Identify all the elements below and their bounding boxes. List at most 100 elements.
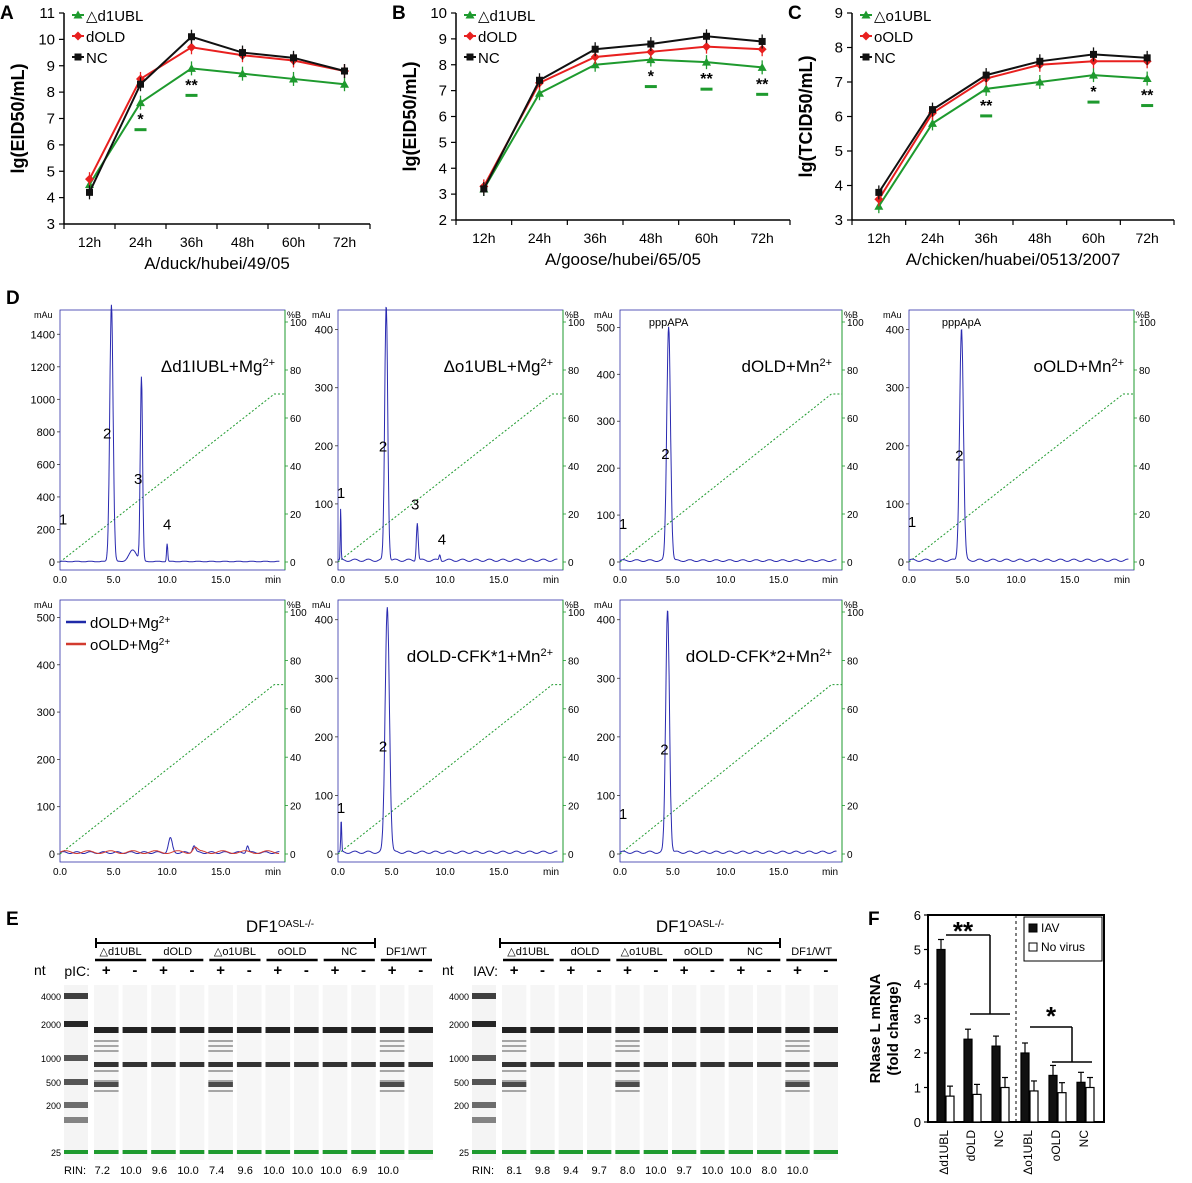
right-tick-label: 0 <box>847 850 853 861</box>
degradation-band <box>208 1040 233 1042</box>
gel-lane <box>530 985 555 1160</box>
data-point <box>590 52 600 62</box>
y-tick-label: 300 <box>597 416 615 428</box>
degradation-band <box>208 1070 233 1072</box>
data-point <box>187 63 196 72</box>
band-28s <box>122 1027 148 1033</box>
gel-title-sup: OASL-/- <box>688 919 724 930</box>
gel-lane <box>408 985 433 1160</box>
right-tick-label: 80 <box>847 366 859 377</box>
x-tick-label: 10.0 <box>716 575 736 586</box>
legend-swatch <box>1028 923 1038 933</box>
y-tick-label: 1400 <box>31 329 55 341</box>
y-tick-label: 11 <box>39 5 55 22</box>
degradation-band <box>379 1080 405 1082</box>
panel-c-growth-curve-chicken: C 3 4 5 6 7 8 9 12h 24h 36h 48h 60h 72h A/chicken/huab… <box>788 3 1175 269</box>
marker-band <box>785 1150 810 1154</box>
plot-frame <box>337 599 564 863</box>
significance-mark: * <box>1046 1001 1057 1031</box>
band-18s <box>530 1062 555 1067</box>
band-18s <box>757 1062 782 1067</box>
x-axis-title: A/goose/hubei/65/05 <box>545 250 701 269</box>
data-point <box>188 33 195 41</box>
x-tick-label: 36h <box>974 230 997 246</box>
x-tick-label: 10.0 <box>435 867 455 878</box>
y-tick-label: 100 <box>886 499 904 511</box>
chromatogram-trace-2 <box>59 846 280 854</box>
peak-number: 2 <box>379 739 387 756</box>
significance-mark: ** <box>980 98 993 115</box>
y-tick-label: 4 <box>835 178 843 195</box>
x-tick-label: 5.0 <box>107 575 121 586</box>
ladder-size-label: 2000 <box>41 1020 61 1030</box>
group-label: oOLD <box>278 946 307 958</box>
group-label: oOLD <box>684 946 713 958</box>
ladder-size-label: 25 <box>51 1148 61 1158</box>
ladder-band <box>64 1055 88 1061</box>
peak-number: 2 <box>660 741 668 758</box>
panel-f-rnase-l-bar-chart: F 0 1 2 3 4 5 6 RNase L mRNA (fold change) Δd1UBL d… <box>867 908 1105 1175</box>
degradation-band <box>379 1070 405 1072</box>
gradient-line <box>337 684 563 855</box>
right-tick-label: 100 <box>847 318 864 329</box>
gradient-line <box>619 393 842 563</box>
ladder-band <box>472 1079 496 1085</box>
plot-frame <box>908 309 1135 571</box>
series-line <box>482 58 763 190</box>
degradation-band <box>615 1040 640 1042</box>
legend-sup: 2+ <box>159 615 171 626</box>
degradation-band <box>94 1040 119 1042</box>
data-point <box>137 80 144 88</box>
cleavage-band <box>94 1082 119 1087</box>
significance-mark: ** <box>185 77 198 94</box>
right-tick-label: 60 <box>847 414 859 425</box>
y-tick-label: 10 <box>430 5 447 22</box>
y-tick-label: 7 <box>439 83 447 100</box>
marker-band <box>179 1150 205 1154</box>
y-tick-label: 500 <box>37 612 55 624</box>
rin-value: 10.0 <box>320 1165 341 1177</box>
chromatogram-2: mAu %B 0 100 200 300 400 0 20 40 60 80 100 0.0 5.0 10.0… <box>312 306 585 586</box>
right-tick-label: 0 <box>568 558 574 569</box>
y-tick-label: 1200 <box>31 362 55 374</box>
band-18s <box>208 1062 233 1067</box>
marker-band <box>643 1150 668 1154</box>
band-28s <box>208 1027 233 1033</box>
gradient-line <box>337 393 563 563</box>
chromatogram-trace <box>619 326 837 562</box>
ladder-band <box>64 1117 88 1123</box>
treatment-sign: + <box>566 962 575 979</box>
x-tick-label: 72h <box>1135 230 1158 246</box>
x-tick-label: 10.0 <box>157 575 177 586</box>
right-tick-label: 60 <box>1139 414 1151 425</box>
band-18s <box>587 1062 612 1067</box>
right-tick-label: 20 <box>847 802 859 813</box>
cleavage-band <box>615 1082 640 1087</box>
y-tick-label: 4 <box>439 160 447 177</box>
chromatogram-trace <box>59 304 280 563</box>
legend-swatch <box>1028 942 1038 952</box>
treatment-sign: + <box>388 962 397 979</box>
x-axis-title: A/duck/hubei/49/05 <box>144 254 290 273</box>
treatment-sign: - <box>767 962 772 979</box>
series-line <box>877 53 1148 193</box>
chromatogram-3: mAu %B 0 100 200 300 400 500 0 20 40 60 80 100 0.0 5.0 1… <box>594 309 864 586</box>
significance-mark: ** <box>756 76 769 93</box>
marker-band <box>294 1150 319 1154</box>
band-28s <box>151 1027 176 1033</box>
ladder-size-label: 4000 <box>449 992 469 1002</box>
condition-sup: 2+ <box>1111 357 1124 369</box>
degradation-band <box>208 1050 233 1052</box>
degradation-band <box>502 1040 527 1042</box>
rin-value: 8.0 <box>620 1165 635 1177</box>
cleavage-band <box>502 1082 527 1087</box>
series-line <box>482 35 763 190</box>
series-line <box>88 35 345 193</box>
rin-value: 8.0 <box>762 1165 777 1177</box>
x-tick-label: 15.0 <box>489 575 509 586</box>
x-tick-label: 15.0 <box>211 575 231 586</box>
y-tick-label: 1000 <box>31 394 55 406</box>
degradation-band <box>615 1090 640 1092</box>
treatment-sign: + <box>331 962 340 979</box>
x-tick-label: 5.0 <box>956 575 970 586</box>
